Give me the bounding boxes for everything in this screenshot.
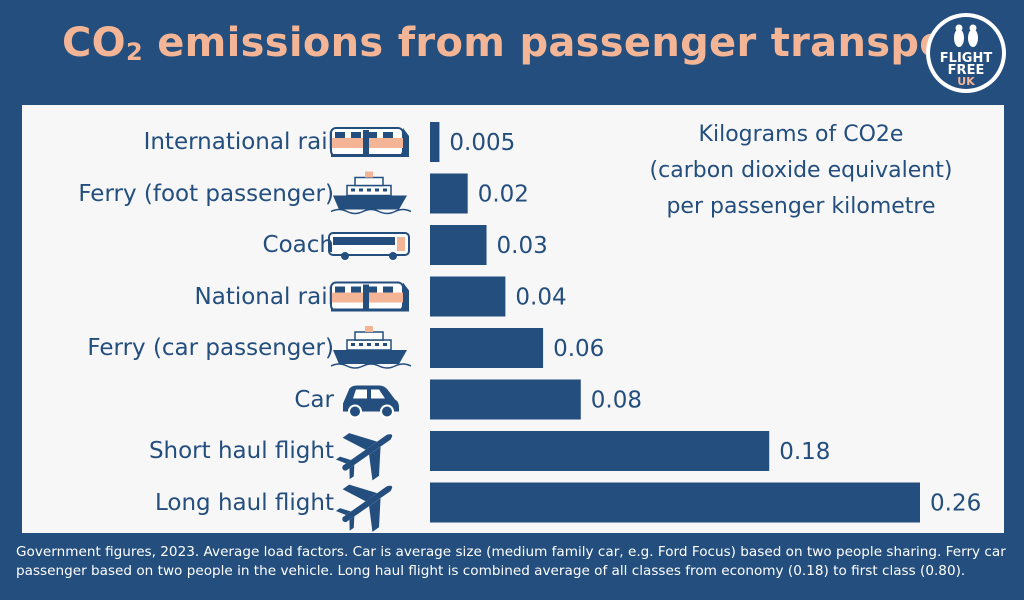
value-label: 0.04: [515, 285, 566, 311]
category-label: Long haul flight: [155, 489, 334, 516]
unit-label-line: per passenger kilometre: [666, 194, 936, 219]
value-label: 0.005: [449, 130, 515, 156]
bar: [430, 482, 920, 523]
bar-chart: 0.005 0.02 0.03 0.04 0.06 0.08 0.18 0.26: [328, 122, 981, 532]
coach-icon: [328, 232, 410, 260]
bar: [430, 379, 581, 420]
value-label: 0.06: [553, 336, 604, 362]
value-label: 0.08: [591, 388, 642, 414]
bar: [430, 431, 770, 471]
value-label: 0.18: [779, 439, 830, 465]
footnote: Government figures, 2023. Average load f…: [16, 544, 1006, 579]
ferry-icon: [330, 326, 412, 369]
bar: [430, 122, 440, 162]
unit-label: Kilograms of CO2e (carbon dioxide equiva…: [624, 117, 978, 225]
category-label: International rail: [143, 129, 334, 155]
flight-free-uk-logo: FLIGHT FREE UK: [926, 13, 1006, 93]
bar: [430, 328, 544, 368]
chart-panel: 0.005 0.02 0.03 0.04 0.06 0.08 0.18 0.26 Intern…: [22, 105, 1004, 533]
value-label: 0.02: [478, 182, 529, 208]
plane-icon: [335, 433, 393, 481]
car-icon: [343, 385, 399, 419]
train-icon: [330, 127, 409, 157]
value-label: 0.03: [497, 233, 548, 259]
bar: [430, 225, 487, 265]
category-label: Car: [294, 386, 334, 413]
category-label: Coach: [262, 232, 334, 258]
svg-text:FREE: FREE: [948, 63, 985, 78]
svg-text:FLIGHT: FLIGHT: [940, 51, 993, 66]
ferry-icon: [330, 171, 412, 215]
category-label: National rail: [194, 283, 334, 310]
value-label: 0.26: [930, 491, 981, 517]
chart-title: CO2 emissions from passenger transport: [62, 20, 987, 66]
bar: [430, 173, 468, 214]
bar: [430, 276, 506, 317]
unit-label-line: Kilograms of CO2e: [698, 122, 904, 147]
unit-label-line: (carbon dioxide equivalent): [649, 158, 953, 183]
category-label: Ferry (car passenger): [87, 335, 334, 361]
svg-text:UK: UK: [957, 75, 975, 88]
plane-icon: [335, 484, 393, 532]
category-label: Short haul flight: [148, 438, 334, 464]
category-label: Ferry (foot passenger): [78, 180, 334, 207]
train-icon: [330, 281, 409, 312]
